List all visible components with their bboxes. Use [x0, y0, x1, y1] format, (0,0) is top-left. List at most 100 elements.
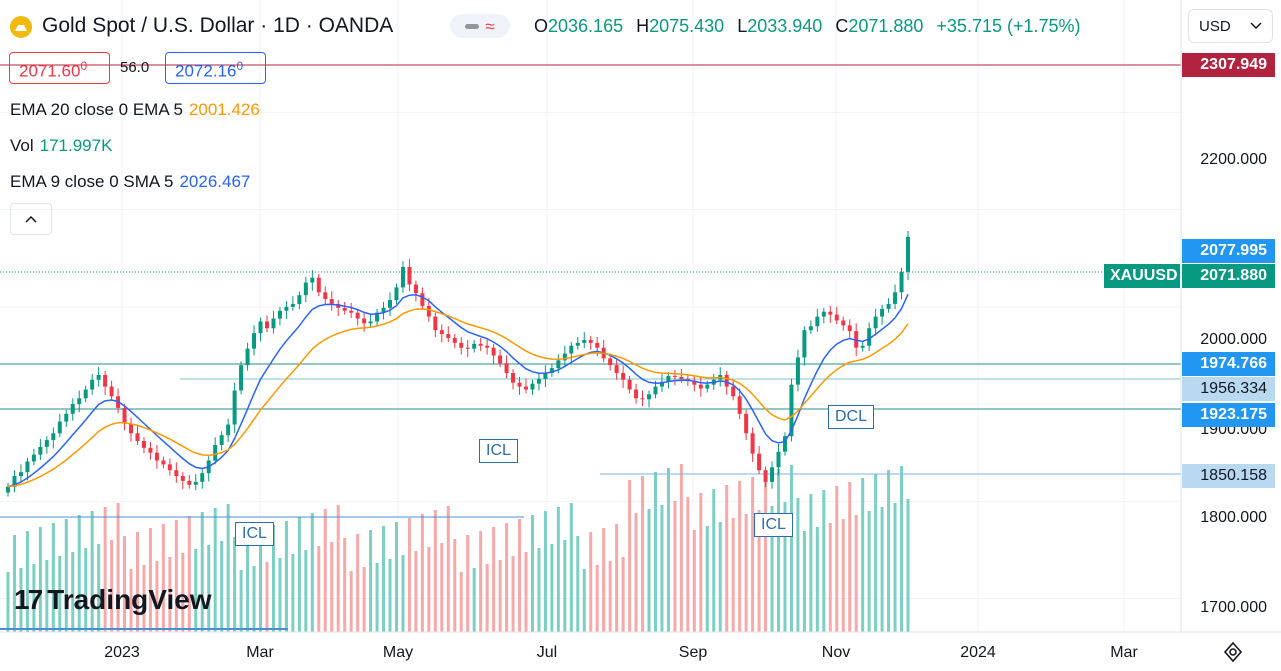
volume-bar	[505, 523, 509, 632]
volume-bar	[466, 535, 470, 632]
candle-body	[439, 330, 444, 335]
volume-bar	[310, 513, 314, 632]
open-value: 2036.165	[548, 16, 624, 36]
candle-body	[692, 380, 697, 385]
volume-bars	[6, 464, 910, 632]
volume-bar	[90, 511, 94, 632]
annotation-icl[interactable]: ICL	[754, 513, 793, 537]
sell-button[interactable]: 2071.600	[9, 52, 110, 84]
volume-bar	[161, 524, 165, 632]
price-tick: 1700.000	[1200, 599, 1267, 616]
volume-bar	[103, 507, 107, 632]
settings-icon[interactable]	[1222, 641, 1244, 663]
candle-body	[25, 461, 30, 473]
candle-body	[659, 381, 664, 387]
candle-body	[867, 328, 872, 346]
volume-bar	[226, 504, 230, 632]
candle-body	[6, 486, 10, 493]
volume-bar	[783, 502, 787, 632]
indicator-value: 171.997K	[39, 136, 113, 155]
volume-bar	[731, 518, 735, 632]
indicator-volume[interactable]: Vol 171.997K	[10, 136, 112, 156]
level-tag[interactable]: 1974.766	[1182, 352, 1275, 376]
volume-bar	[382, 526, 386, 632]
indicator-ema-9[interactable]: EMA 9 close 0 SMA 5 2026.467	[10, 172, 250, 192]
volume-bar	[537, 548, 541, 632]
tradingview-logo[interactable]: 17 TradingView	[14, 584, 212, 616]
candle-body	[355, 312, 360, 319]
volume-bar	[453, 539, 457, 632]
volume-bar	[854, 515, 858, 632]
horizontal-levels	[0, 64, 1181, 630]
volume-bar	[369, 530, 373, 632]
currency-label: USD	[1199, 17, 1231, 35]
candle-body	[744, 413, 749, 434]
volume-bar	[744, 514, 748, 632]
annotation-dcl[interactable]: DCL	[828, 405, 875, 429]
candle-body	[776, 451, 781, 468]
ohlc-readout: O2036.165 H2075.430 L2033.940 C2071.880 …	[534, 16, 1081, 37]
volume-bar	[220, 541, 224, 632]
candle-body	[640, 398, 645, 400]
time-tick: Nov	[821, 644, 851, 661]
volume-bar	[271, 525, 275, 632]
candle-body	[70, 404, 75, 414]
volume-bar	[239, 570, 243, 632]
low-label: L	[737, 16, 748, 36]
candle-body	[575, 342, 580, 346]
candle-body	[336, 303, 341, 308]
volume-bar	[777, 469, 781, 632]
candle-body	[407, 266, 412, 285]
buy-button[interactable]: 2072.160	[165, 52, 266, 84]
candle-body	[757, 453, 762, 471]
indicator-ema-20[interactable]: EMA 20 close 0 EMA 5 2001.426	[10, 100, 260, 120]
candle-body	[750, 433, 755, 454]
volume-bar	[155, 561, 159, 632]
candle-body	[148, 447, 153, 453]
candle-body	[31, 454, 36, 462]
volume-bar	[194, 549, 198, 632]
candle-body	[193, 481, 198, 485]
volume-bar	[77, 515, 81, 632]
annotation-icl[interactable]: ICL	[235, 522, 274, 546]
candle-body	[232, 390, 237, 425]
candle-body	[96, 374, 101, 380]
compare-toggle[interactable]: ≈	[450, 14, 510, 38]
currency-selector[interactable]: USD	[1188, 9, 1273, 43]
candle-body	[239, 365, 244, 391]
candle-body	[381, 307, 386, 313]
volume-bar	[647, 509, 651, 632]
volume-bar	[530, 515, 534, 632]
level-tag[interactable]: 1923.175	[1182, 403, 1275, 427]
candle-body	[847, 325, 852, 332]
candle-body	[368, 321, 373, 324]
volume-bar	[699, 493, 703, 632]
alert-price-tag[interactable]: 2307.949	[1182, 53, 1275, 77]
volume-bar	[246, 533, 250, 632]
volume-bar	[207, 545, 211, 632]
candle-body	[498, 355, 503, 364]
volume-bar	[259, 529, 263, 632]
volume-bar	[375, 563, 379, 632]
candle-body	[12, 476, 17, 487]
volume-bar	[738, 481, 742, 632]
volume-bar	[440, 543, 444, 632]
volume-bar	[874, 474, 878, 632]
level-tag[interactable]: 1850.158	[1182, 464, 1275, 488]
annotation-icl[interactable]: ICL	[479, 439, 518, 463]
volume-bar	[6, 572, 10, 632]
volume-bar	[472, 568, 476, 632]
candle-body	[536, 378, 541, 384]
candlesticks	[6, 231, 910, 497]
collapse-legend-button[interactable]	[10, 203, 52, 235]
candle-body	[129, 423, 134, 434]
volume-bar	[887, 470, 891, 632]
volume-bar	[861, 478, 865, 632]
level-tag[interactable]: 1956.334	[1182, 377, 1275, 401]
symbol-title[interactable]: Gold Spot / U.S. Dollar · 1D · OANDA	[42, 14, 394, 37]
volume-bar	[900, 466, 904, 632]
candle-body	[763, 470, 768, 482]
volume-bar	[479, 531, 483, 632]
candle-body	[154, 452, 159, 461]
